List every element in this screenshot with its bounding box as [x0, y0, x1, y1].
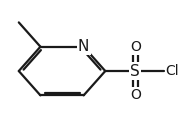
- Text: Cl: Cl: [165, 64, 179, 78]
- Text: O: O: [130, 40, 141, 54]
- Text: S: S: [130, 63, 140, 79]
- Text: O: O: [130, 88, 141, 102]
- Text: N: N: [78, 39, 89, 54]
